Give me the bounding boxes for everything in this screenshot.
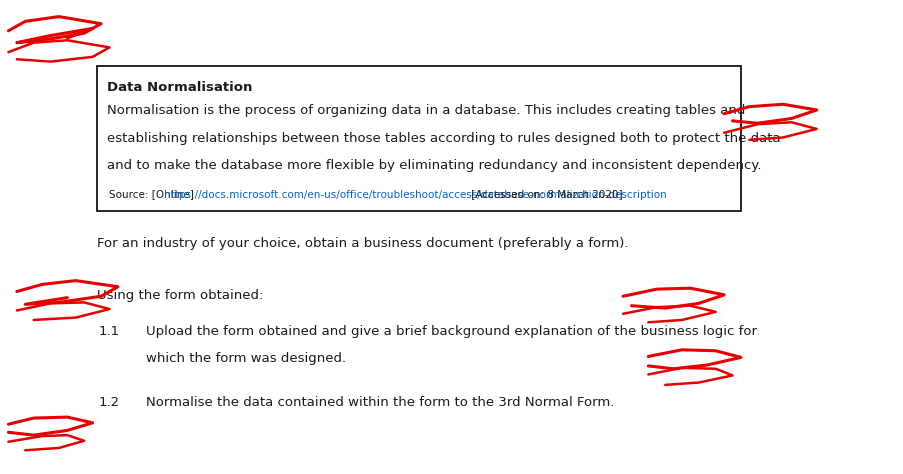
Text: Normalise the data contained within the form to the 3rd Normal Form.: Normalise the data contained within the … — [145, 396, 613, 409]
Text: establishing relationships between those tables according to rules designed both: establishing relationships between those… — [107, 132, 779, 145]
Text: For an industry of your choice, obtain a business document (preferably a form).: For an industry of your choice, obtain a… — [97, 237, 628, 250]
Text: Source: [Online]: Source: [Online] — [108, 190, 197, 200]
Text: which the form was designed.: which the form was designed. — [145, 352, 346, 365]
Text: .: . — [92, 49, 96, 59]
Text: Upload the form obtained and give a brief background explanation of the business: Upload the form obtained and give a brie… — [145, 325, 756, 337]
Text: [Accessed on: 8 March 2020]: [Accessed on: 8 March 2020] — [468, 190, 622, 200]
Text: Normalisation is the process of organizing data in a database. This includes cre: Normalisation is the process of organizi… — [107, 104, 744, 117]
Text: and to make the database more flexible by eliminating redundancy and inconsisten: and to make the database more flexible b… — [107, 159, 760, 172]
Text: Data Normalisation: Data Normalisation — [107, 81, 252, 93]
Text: 1.1: 1.1 — [98, 325, 119, 337]
Text: 1.2: 1.2 — [98, 396, 119, 409]
FancyBboxPatch shape — [97, 66, 740, 211]
Text: Using the form obtained:: Using the form obtained: — [97, 289, 263, 302]
Text: https://docs.microsoft.com/en-us/office/troubleshoot/access/database-normalizati: https://docs.microsoft.com/en-us/office/… — [163, 190, 666, 200]
